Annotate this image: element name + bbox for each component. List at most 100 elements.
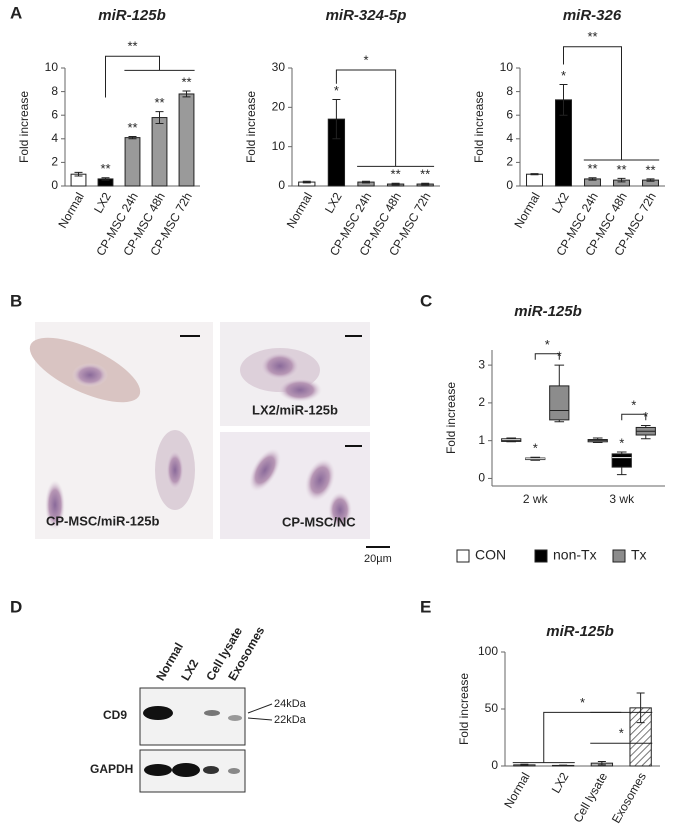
x-tick-label: Normal bbox=[511, 190, 542, 230]
significance-mark: ** bbox=[127, 39, 137, 54]
bracket bbox=[335, 69, 397, 167]
significance-mark: * bbox=[334, 83, 339, 98]
box bbox=[611, 453, 632, 468]
image-label: CP-MSC/NC bbox=[282, 514, 356, 529]
y-tick-label: 0 bbox=[478, 471, 485, 485]
panel-letter: B bbox=[10, 291, 22, 310]
significance-mark: ** bbox=[420, 167, 430, 182]
y-axis-label: Fold increase bbox=[444, 382, 458, 454]
significance-mark: ** bbox=[154, 95, 164, 110]
y-tick-label: 0 bbox=[51, 178, 58, 192]
error-bar bbox=[559, 764, 568, 767]
error-bar bbox=[182, 90, 191, 98]
error-bar bbox=[520, 763, 529, 766]
error-bar bbox=[101, 177, 110, 181]
x-tick-label: 2 wk bbox=[523, 492, 549, 506]
y-tick-label: 4 bbox=[51, 131, 58, 145]
legend-swatch bbox=[456, 549, 470, 563]
significance-mark: * bbox=[631, 398, 636, 413]
y-tick-label: 2 bbox=[506, 155, 513, 169]
y-tick-label: 30 bbox=[272, 60, 286, 74]
error-bar bbox=[597, 760, 606, 766]
x-tick-label: Normal bbox=[55, 190, 86, 230]
bracket bbox=[563, 46, 622, 161]
y-tick-label: 10 bbox=[272, 139, 286, 153]
y-tick-label: 6 bbox=[51, 107, 58, 121]
panel-letter: E bbox=[420, 597, 431, 616]
row-label: CD9 bbox=[103, 708, 127, 722]
error-bar bbox=[646, 178, 655, 182]
significance-mark: * bbox=[619, 435, 624, 450]
y-tick-label: 50 bbox=[485, 701, 499, 715]
y-tick-label: 10 bbox=[500, 60, 514, 74]
box bbox=[501, 438, 522, 442]
y-tick-label: 0 bbox=[491, 758, 498, 772]
legend-label: Tx bbox=[631, 547, 647, 563]
significance-mark: * bbox=[363, 52, 368, 67]
error-bar bbox=[74, 171, 83, 177]
error-bar bbox=[421, 182, 430, 186]
x-tick-label: LX2 bbox=[549, 190, 572, 216]
error-bar bbox=[559, 84, 568, 116]
error-bar bbox=[391, 182, 400, 186]
marker-label: 24kDa bbox=[274, 698, 307, 710]
significance-mark: ** bbox=[127, 120, 137, 135]
chart-title: miR-125b bbox=[98, 7, 166, 24]
bracket bbox=[543, 711, 622, 763]
image-label: CP-MSC/miR-125b bbox=[46, 513, 159, 528]
significance-mark: ** bbox=[587, 29, 597, 44]
y-axis-label: Fold increase bbox=[17, 91, 31, 163]
lane-label: LX2 bbox=[178, 657, 201, 683]
y-axis-label: Fold increase bbox=[457, 673, 471, 745]
error-bar bbox=[155, 111, 164, 124]
significance-mark: ** bbox=[100, 161, 110, 176]
x-tick-label: LX2 bbox=[549, 770, 572, 796]
error-bar bbox=[302, 180, 311, 184]
error-bar bbox=[530, 173, 539, 176]
panel-letter: C bbox=[420, 291, 432, 310]
significance-mark: ** bbox=[587, 161, 597, 176]
panel-letter: A bbox=[10, 3, 22, 22]
significance-mark: * bbox=[545, 337, 550, 352]
bar bbox=[178, 93, 195, 187]
y-tick-label: 8 bbox=[506, 84, 513, 98]
y-axis-label: Fold increase bbox=[244, 91, 258, 163]
y-tick-label: 2 bbox=[51, 155, 58, 169]
bracket bbox=[105, 55, 160, 98]
chart-title: miR-326 bbox=[563, 7, 622, 24]
micrograph: CP-MSC/miR-125b LX2/miR-125b CP-MSC/NC 2… bbox=[29, 322, 392, 565]
bracket bbox=[621, 413, 647, 421]
y-tick-label: 0 bbox=[278, 178, 285, 192]
error-bar bbox=[128, 135, 137, 140]
significance-mark: ** bbox=[616, 162, 626, 177]
significance-mark: * bbox=[533, 441, 538, 456]
x-tick-label: Normal bbox=[284, 190, 315, 230]
significance-mark: * bbox=[619, 726, 624, 741]
bar bbox=[526, 173, 543, 187]
x-tick-label: LX2 bbox=[322, 190, 345, 216]
significance-mark: * bbox=[561, 68, 566, 83]
image-label: LX2/miR-125b bbox=[252, 402, 338, 417]
x-tick-label: LX2 bbox=[91, 190, 114, 216]
significance-mark: ** bbox=[181, 74, 191, 89]
significance-mark: ** bbox=[645, 162, 655, 177]
y-tick-label: 1 bbox=[478, 433, 485, 447]
panel-letter: D bbox=[10, 597, 22, 616]
legend-swatch bbox=[612, 549, 626, 563]
bar bbox=[151, 117, 168, 187]
error-bar bbox=[332, 98, 341, 140]
error-bar bbox=[636, 692, 645, 724]
legend-label: non-Tx bbox=[553, 547, 597, 563]
chart-title: miR-125b bbox=[546, 623, 614, 640]
marker-label: 22kDa bbox=[274, 714, 307, 726]
error-bar bbox=[588, 177, 597, 181]
scale-bar-label: 20µm bbox=[364, 553, 392, 565]
x-tick-label: 3 wk bbox=[609, 492, 635, 506]
y-tick-label: 20 bbox=[272, 100, 286, 114]
legend-swatch bbox=[534, 549, 548, 563]
bracket bbox=[534, 353, 560, 360]
x-tick-label: Cell lysate bbox=[570, 770, 610, 825]
x-tick-label: Normal bbox=[501, 770, 532, 810]
significance-mark: * bbox=[580, 695, 585, 710]
